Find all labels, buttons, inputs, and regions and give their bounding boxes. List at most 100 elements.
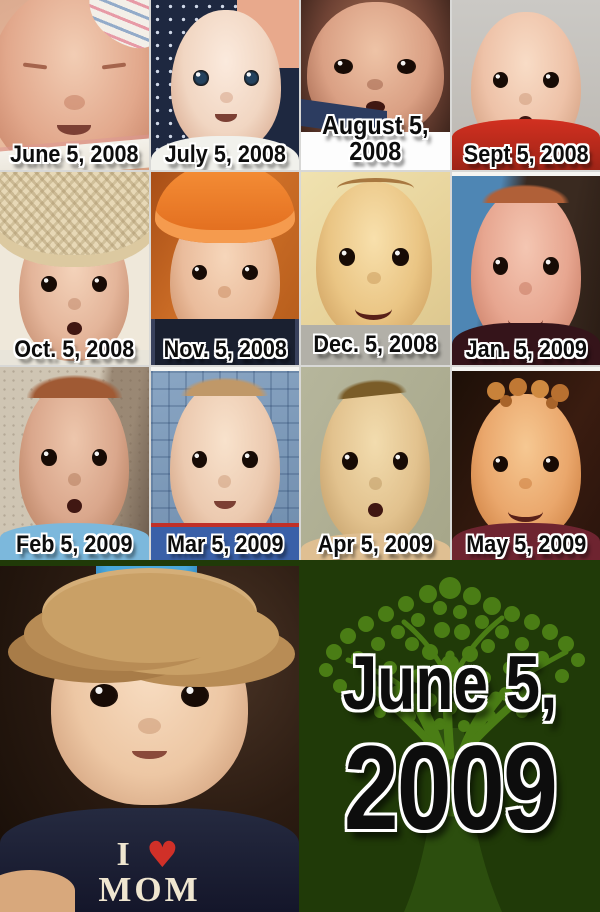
- photo-date-label: Oct. 5, 2008: [14, 336, 135, 363]
- photo-date-label: June 5, 2008: [9, 141, 139, 168]
- tree-icon: [319, 577, 585, 912]
- final-date-line2: 2009: [343, 721, 558, 855]
- photo-jan-2009: Jan. 5, 2009: [451, 172, 600, 365]
- gray-caption-band: [301, 325, 450, 365]
- baby-arm: [0, 870, 75, 912]
- baby-face: [19, 380, 130, 543]
- mouth: [57, 125, 92, 135]
- eye: [397, 58, 417, 74]
- mouth: [508, 501, 544, 523]
- bare-shoulders: [301, 532, 450, 560]
- eye: [342, 452, 358, 471]
- eye: [492, 257, 509, 276]
- light-blue-shirt: [0, 523, 149, 560]
- photo-august-2008: August 5, 2008: [301, 0, 450, 170]
- eye: [91, 276, 108, 293]
- eye: [543, 257, 559, 276]
- nose: [368, 476, 382, 490]
- nose: [67, 472, 81, 486]
- nose: [137, 717, 162, 735]
- eye: [543, 455, 559, 472]
- eye: [181, 684, 209, 708]
- hair: [481, 183, 571, 203]
- eye: [41, 448, 57, 467]
- photo-date-label: Dec. 5, 2008: [313, 331, 438, 358]
- baby-photo: [0, 172, 149, 365]
- baby-face: [315, 181, 432, 340]
- curly-hair: [487, 382, 506, 401]
- photo-date-label: Sept 5, 2008: [463, 141, 589, 168]
- nose: [519, 281, 533, 295]
- white-outfit: [150, 136, 299, 170]
- maroon-sweater: [451, 322, 600, 365]
- maroon-shirt: [451, 523, 600, 560]
- blue-shirt: [150, 527, 299, 560]
- eye: [193, 70, 209, 86]
- monthly-photo-grid: June 5, 2008 July 5, 2008: [0, 0, 600, 560]
- hair: [336, 177, 414, 199]
- nose: [63, 94, 85, 111]
- orange-beanie: [154, 172, 295, 244]
- photo-apr-2009: Apr 5, 2009: [301, 367, 450, 560]
- eye: [91, 448, 108, 467]
- photo-july-2008: July 5, 2008: [150, 0, 299, 170]
- eye: [41, 276, 57, 293]
- photo-date-label: Nov. 5, 2008: [163, 336, 287, 363]
- nose: [367, 79, 384, 91]
- photo-sept-2008: Sept 5, 2008: [451, 0, 600, 170]
- photo-oct-2008: Oct. 5, 2008: [0, 172, 149, 365]
- white-border-strip: [150, 367, 299, 371]
- baby-photo: [301, 0, 450, 170]
- baby-photo: [150, 367, 299, 560]
- nose: [219, 91, 233, 103]
- red-shirt: [451, 119, 600, 170]
- final-date-panel: June 5, 2009: [300, 560, 600, 912]
- photo-date-label: Feb 5, 2009: [16, 531, 133, 558]
- shirt-letter-i: I: [116, 835, 134, 873]
- eye: [90, 684, 118, 708]
- eye: [242, 264, 258, 281]
- i-love-mom-shirt-text: I ♥ MOM: [0, 835, 299, 909]
- baby-photo: [451, 172, 600, 365]
- eye: [543, 71, 559, 88]
- nose: [366, 271, 381, 285]
- baby-face: [171, 10, 282, 153]
- photo-date-label: May 5, 2009: [465, 531, 586, 558]
- eye: [392, 452, 409, 471]
- photo-nov-2008: Nov. 5, 2008: [150, 172, 299, 365]
- mouth: [355, 297, 393, 320]
- nose: [218, 286, 232, 298]
- final-section: I ♥ MOM: [0, 560, 600, 912]
- baby-photo: [301, 172, 450, 365]
- mouth: [66, 498, 82, 514]
- white-border-strip: [451, 172, 600, 176]
- curly-hair: [41, 572, 258, 663]
- nose: [67, 298, 81, 310]
- hair: [180, 376, 270, 396]
- eye: [339, 248, 356, 266]
- eye: [243, 70, 260, 86]
- photo-june-2008: June 5, 2008: [0, 0, 149, 170]
- shirt-word-mom: MOM: [98, 869, 201, 909]
- nose: [519, 477, 533, 490]
- baby-photo: [0, 367, 149, 560]
- eye: [191, 264, 208, 281]
- baby-photo: [301, 367, 450, 560]
- photo-date-label: August 5, 2008: [321, 110, 429, 166]
- baby-photo: [451, 367, 600, 560]
- nose: [519, 93, 533, 105]
- photo-mar-2009: Mar 5, 2009: [150, 367, 299, 560]
- photo-june-2009: I ♥ MOM: [0, 566, 299, 912]
- final-date-line1: June 5,: [342, 641, 558, 726]
- nose: [218, 474, 232, 488]
- mouth: [66, 321, 82, 335]
- denim-overalls: [150, 318, 299, 365]
- photo-date-label: July 5, 2008: [164, 141, 286, 168]
- eye: [191, 450, 208, 469]
- photo-feb-2009: Feb 5, 2009: [0, 367, 149, 560]
- eye: [334, 58, 354, 74]
- white-caption-band: [301, 132, 450, 170]
- eye: [492, 71, 509, 88]
- photo-date-label: Apr 5, 2009: [317, 531, 433, 558]
